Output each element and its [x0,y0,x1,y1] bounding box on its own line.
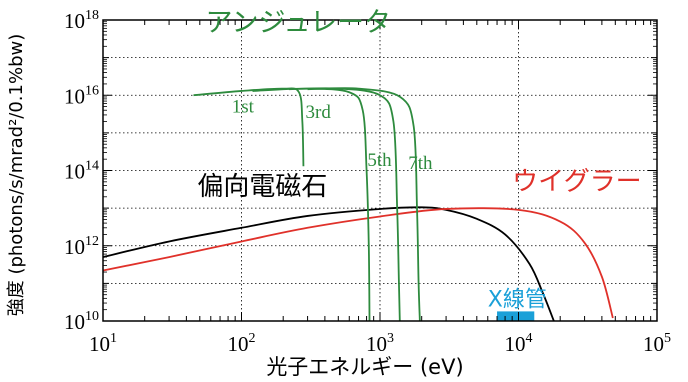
x-tick-label: 103 [366,331,394,356]
x-tick-label-base: 10 [366,332,387,356]
series-undulator-3rd [252,87,371,322]
y-tick-label-exponent: 18 [85,8,99,23]
series-wiggler [102,207,614,319]
x-tick-label-base: 10 [89,332,110,356]
x-tick-label: 105 [643,331,671,356]
y-tick-label-exponent: 14 [85,159,99,174]
y-tick-label-base: 10 [64,84,85,108]
label-5th: 5th [367,150,392,171]
y-tick-label: 1012 [64,234,99,259]
y-tick-label-base: 10 [64,310,85,334]
bands [497,311,535,321]
label-undulator: アンジュレータ [206,7,391,38]
label-3rd: 3rd [306,102,332,123]
x-tick-label-exponent: 3 [387,331,394,346]
y-tick-label: 1016 [64,83,99,108]
annotations: アンジュレータ 1st 3rd 5th 7th 偏向電磁石 ウイグラー X線管 [197,7,641,312]
x-tick-label-exponent: 2 [249,331,256,346]
label-7th: 7th [408,153,433,174]
x-tick-label-exponent: 5 [664,331,671,346]
label-1st: 1st [232,96,255,117]
y-tick-label: 1018 [64,8,99,33]
x-tick-label-base: 10 [505,332,526,356]
y-tick-label: 1010 [64,309,99,334]
y-axis-label: 強度 (photons/s/mrad²/0.1%bw) [6,34,27,317]
x-tick-label: 104 [505,331,533,356]
y-tick-label-exponent: 16 [85,83,99,98]
x-tick-label-exponent: 4 [526,331,533,346]
y-tick-label: 1014 [64,159,99,184]
y-tick-label-base: 10 [64,235,85,259]
series-lines [102,87,614,322]
y-tick-label-exponent: 10 [85,309,99,324]
x-axis-label: 光子エネルギー (eV) [266,355,463,379]
series-undulator-7th [307,87,421,322]
x-tick-label-exponent: 1 [110,331,117,346]
x-tick-label-base: 10 [228,332,249,356]
band-xray-tube [497,311,535,321]
y-tick-label-base: 10 [64,9,85,33]
label-bending-magnet: 偏向電磁石 [197,172,327,202]
x-tick-label: 102 [228,331,256,356]
y-tick-label-base: 10 [64,160,85,184]
x-tick-label-base: 10 [643,332,664,356]
label-wiggler: ウイグラー [512,167,641,197]
series-bending-magnet [102,206,555,322]
series-undulator-5th [288,87,401,322]
x-tick-label: 101 [89,331,117,356]
y-tick-label-exponent: 12 [85,234,99,249]
label-xray-tube: X線管 [488,288,547,313]
